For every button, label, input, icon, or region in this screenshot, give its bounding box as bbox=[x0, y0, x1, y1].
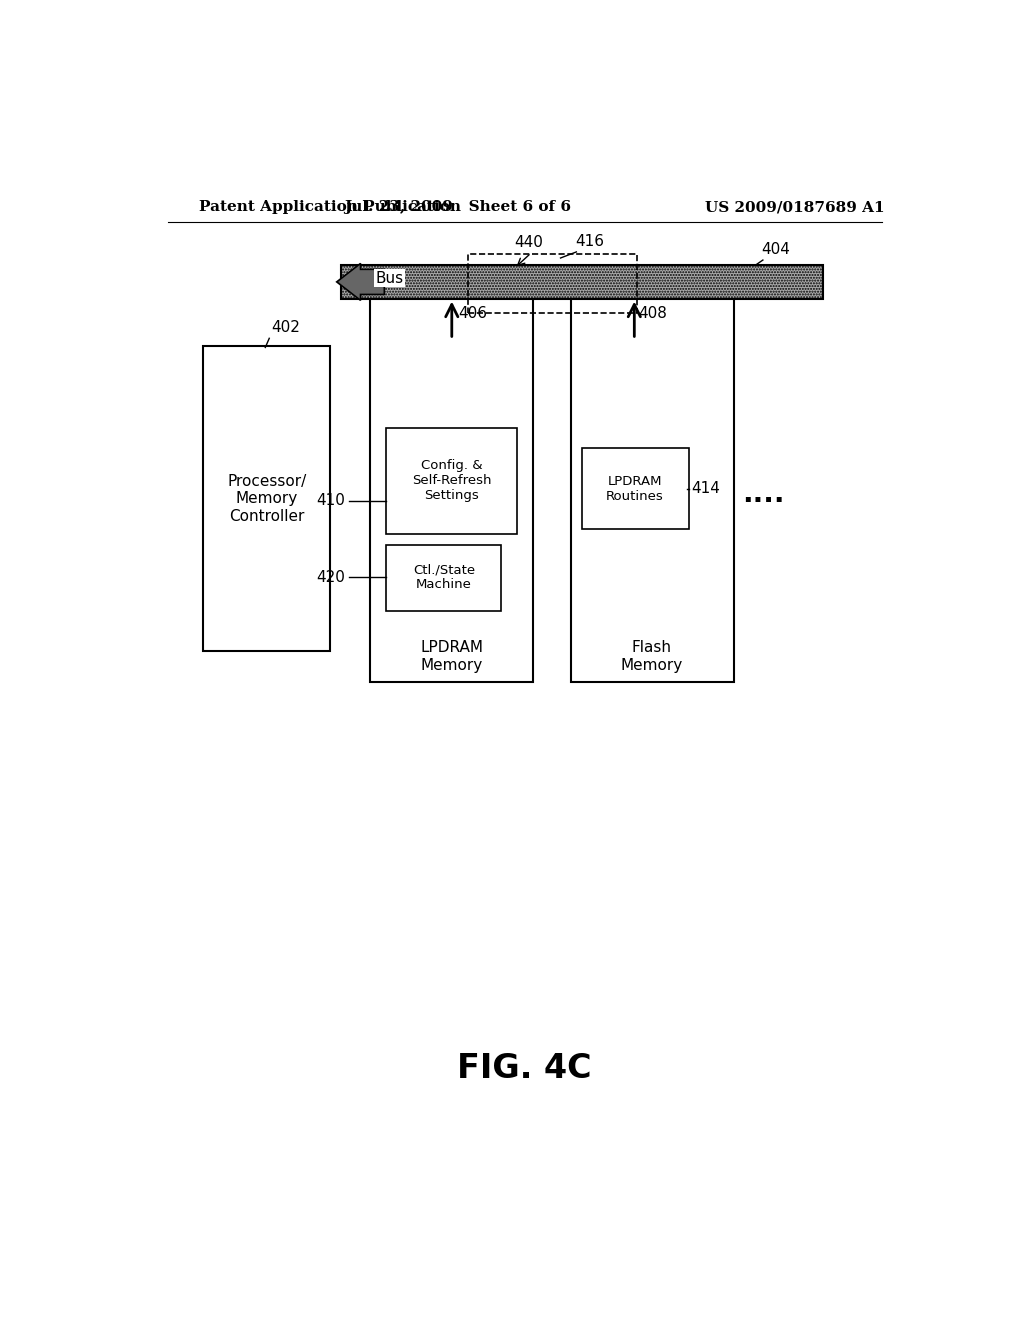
Text: FIG. 4C: FIG. 4C bbox=[458, 1052, 592, 1085]
Bar bbox=[204, 346, 331, 651]
Text: ....: .... bbox=[741, 479, 784, 508]
Text: Processor/
Memory
Controller: Processor/ Memory Controller bbox=[227, 474, 306, 524]
Text: 406: 406 bbox=[458, 306, 487, 321]
Text: Jul. 23, 2009   Sheet 6 of 6: Jul. 23, 2009 Sheet 6 of 6 bbox=[344, 201, 570, 214]
Text: US 2009/0187689 A1: US 2009/0187689 A1 bbox=[705, 201, 885, 214]
Text: Config. &
Self-Refresh
Settings: Config. & Self-Refresh Settings bbox=[412, 459, 492, 502]
Text: 404: 404 bbox=[761, 242, 791, 257]
Text: Bus: Bus bbox=[376, 271, 403, 286]
Text: 410: 410 bbox=[316, 494, 345, 508]
Text: 420: 420 bbox=[316, 570, 345, 585]
Bar bbox=[341, 265, 823, 298]
Text: LPDRAM
Routines: LPDRAM Routines bbox=[606, 475, 664, 503]
Bar bbox=[582, 447, 689, 529]
Text: 416: 416 bbox=[574, 234, 604, 249]
Text: 440: 440 bbox=[514, 235, 543, 249]
Bar bbox=[570, 296, 733, 682]
Text: 402: 402 bbox=[271, 321, 300, 335]
FancyArrow shape bbox=[337, 264, 384, 301]
Bar bbox=[386, 428, 517, 535]
Text: Flash
Memory: Flash Memory bbox=[621, 640, 683, 673]
Text: 408: 408 bbox=[638, 306, 668, 321]
Bar bbox=[370, 296, 532, 682]
Text: LPDRAM
Memory: LPDRAM Memory bbox=[420, 640, 483, 673]
Text: Patent Application Publication: Patent Application Publication bbox=[200, 201, 462, 214]
Bar bbox=[386, 545, 501, 611]
Text: 414: 414 bbox=[691, 482, 720, 496]
Text: Ctl./State
Machine: Ctl./State Machine bbox=[413, 564, 475, 591]
Bar bbox=[468, 253, 637, 313]
